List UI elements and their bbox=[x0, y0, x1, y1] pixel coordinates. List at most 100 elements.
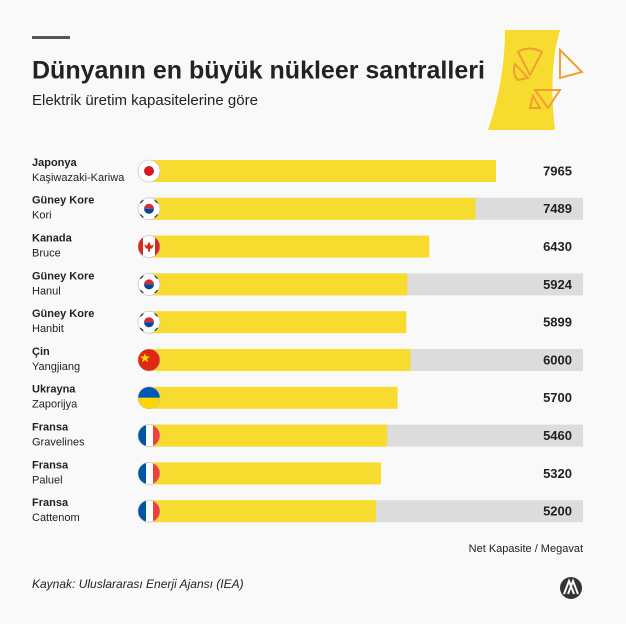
bar bbox=[150, 197, 476, 220]
flag-part bbox=[144, 279, 154, 285]
plant-label: Hanul bbox=[32, 285, 61, 297]
flag-part bbox=[139, 312, 144, 317]
flag-part bbox=[138, 386, 160, 398]
bar bbox=[150, 273, 408, 296]
plant-label: Kori bbox=[32, 210, 52, 222]
country-label: Japonya bbox=[32, 157, 78, 169]
flag-fill bbox=[138, 311, 160, 334]
flag bbox=[137, 235, 161, 258]
country-label: Güney Kore bbox=[32, 308, 94, 320]
flag-part bbox=[154, 214, 159, 219]
flag bbox=[137, 159, 161, 183]
value-label: 5899 bbox=[543, 315, 572, 330]
flag-border bbox=[137, 310, 161, 334]
flag-part bbox=[146, 424, 153, 447]
bar bbox=[150, 349, 411, 371]
country-label: Fransa bbox=[32, 422, 69, 434]
flag-fill bbox=[138, 349, 160, 371]
flag-border bbox=[137, 348, 161, 372]
flag bbox=[137, 386, 161, 410]
country-label: Fransa bbox=[32, 497, 69, 509]
flag-fill bbox=[138, 500, 160, 523]
flag-part bbox=[154, 199, 159, 204]
country-label: Güney Kore bbox=[32, 270, 94, 282]
flag-part bbox=[146, 462, 153, 485]
unit-note: Net Kapasite / Megavat bbox=[469, 543, 583, 555]
flag-part bbox=[144, 284, 154, 290]
flag-part bbox=[138, 349, 160, 371]
flag-part bbox=[138, 397, 160, 409]
flag bbox=[137, 499, 161, 523]
flag-part bbox=[154, 327, 159, 332]
flag-part bbox=[153, 424, 160, 447]
flag-border bbox=[137, 386, 161, 410]
flag-part bbox=[139, 274, 144, 280]
bar bbox=[150, 160, 496, 182]
flag-fill bbox=[138, 235, 160, 258]
flag-border bbox=[137, 273, 161, 296]
country-label: Çin bbox=[32, 346, 50, 358]
flag-fill bbox=[138, 197, 160, 220]
logo bbox=[560, 577, 582, 599]
flag-border bbox=[137, 235, 161, 258]
bar bbox=[150, 386, 398, 409]
flag-part bbox=[139, 327, 144, 332]
decoration bbox=[488, 30, 584, 130]
country-label: Güney Kore bbox=[32, 195, 94, 207]
flag-border bbox=[137, 424, 161, 447]
bar bbox=[150, 235, 430, 258]
flag-part bbox=[144, 317, 154, 323]
flag-part bbox=[140, 353, 150, 363]
plant-label: Bruce bbox=[32, 248, 61, 260]
plant-label: Zaporijya bbox=[32, 399, 78, 411]
value-label: 5320 bbox=[543, 466, 572, 481]
flag-fill bbox=[138, 160, 160, 182]
flag-part bbox=[139, 289, 144, 295]
flag-fill bbox=[138, 273, 160, 296]
plant-label: Paluel bbox=[32, 474, 63, 486]
flag-fill bbox=[138, 462, 160, 485]
flag-part bbox=[144, 322, 154, 328]
bar bbox=[150, 424, 388, 447]
flag-part bbox=[154, 312, 159, 317]
country-label: Kanada bbox=[32, 233, 73, 245]
flag-part bbox=[139, 199, 144, 204]
flag-border bbox=[137, 159, 161, 183]
value-label: 5700 bbox=[543, 390, 572, 405]
value-label: 7965 bbox=[543, 163, 572, 178]
flag-part bbox=[138, 462, 146, 485]
flag-border bbox=[137, 197, 161, 221]
bar bbox=[150, 311, 407, 334]
value-label: 6430 bbox=[543, 239, 572, 254]
plant-label: Gravelines bbox=[32, 437, 85, 449]
flag bbox=[137, 462, 161, 485]
flag bbox=[137, 197, 161, 221]
flag-part bbox=[154, 274, 159, 280]
plant-label: Cattenom bbox=[32, 512, 80, 524]
bar bbox=[150, 500, 376, 523]
flag-fill bbox=[138, 424, 160, 447]
flag bbox=[137, 273, 161, 296]
country-label: Ukrayna bbox=[32, 384, 76, 396]
flag bbox=[137, 348, 161, 372]
flag-part bbox=[146, 500, 153, 523]
flag-part bbox=[153, 462, 160, 485]
flag-border bbox=[137, 499, 161, 523]
chart-title: Dünyanın en büyük nükleer santralleri bbox=[32, 57, 485, 85]
flag-part bbox=[144, 241, 154, 252]
flag-part bbox=[139, 214, 144, 219]
value-label: 5924 bbox=[543, 277, 573, 292]
source: Kaynak: Uluslararası Enerji Ajansı (IEA) bbox=[32, 577, 244, 591]
plant-label: Yangjiang bbox=[32, 361, 80, 373]
flag bbox=[137, 310, 161, 334]
plant-label: Hanbit bbox=[32, 323, 64, 335]
flag-fill bbox=[138, 386, 160, 409]
flag-part bbox=[138, 424, 146, 447]
value-label: 5200 bbox=[543, 504, 572, 519]
bar bbox=[150, 462, 382, 485]
flag-part bbox=[154, 289, 159, 295]
accent-line bbox=[32, 36, 70, 39]
chart-subtitle: Elektrik üretim kapasitelerine göre bbox=[32, 92, 258, 109]
value-label: 5460 bbox=[543, 428, 572, 443]
